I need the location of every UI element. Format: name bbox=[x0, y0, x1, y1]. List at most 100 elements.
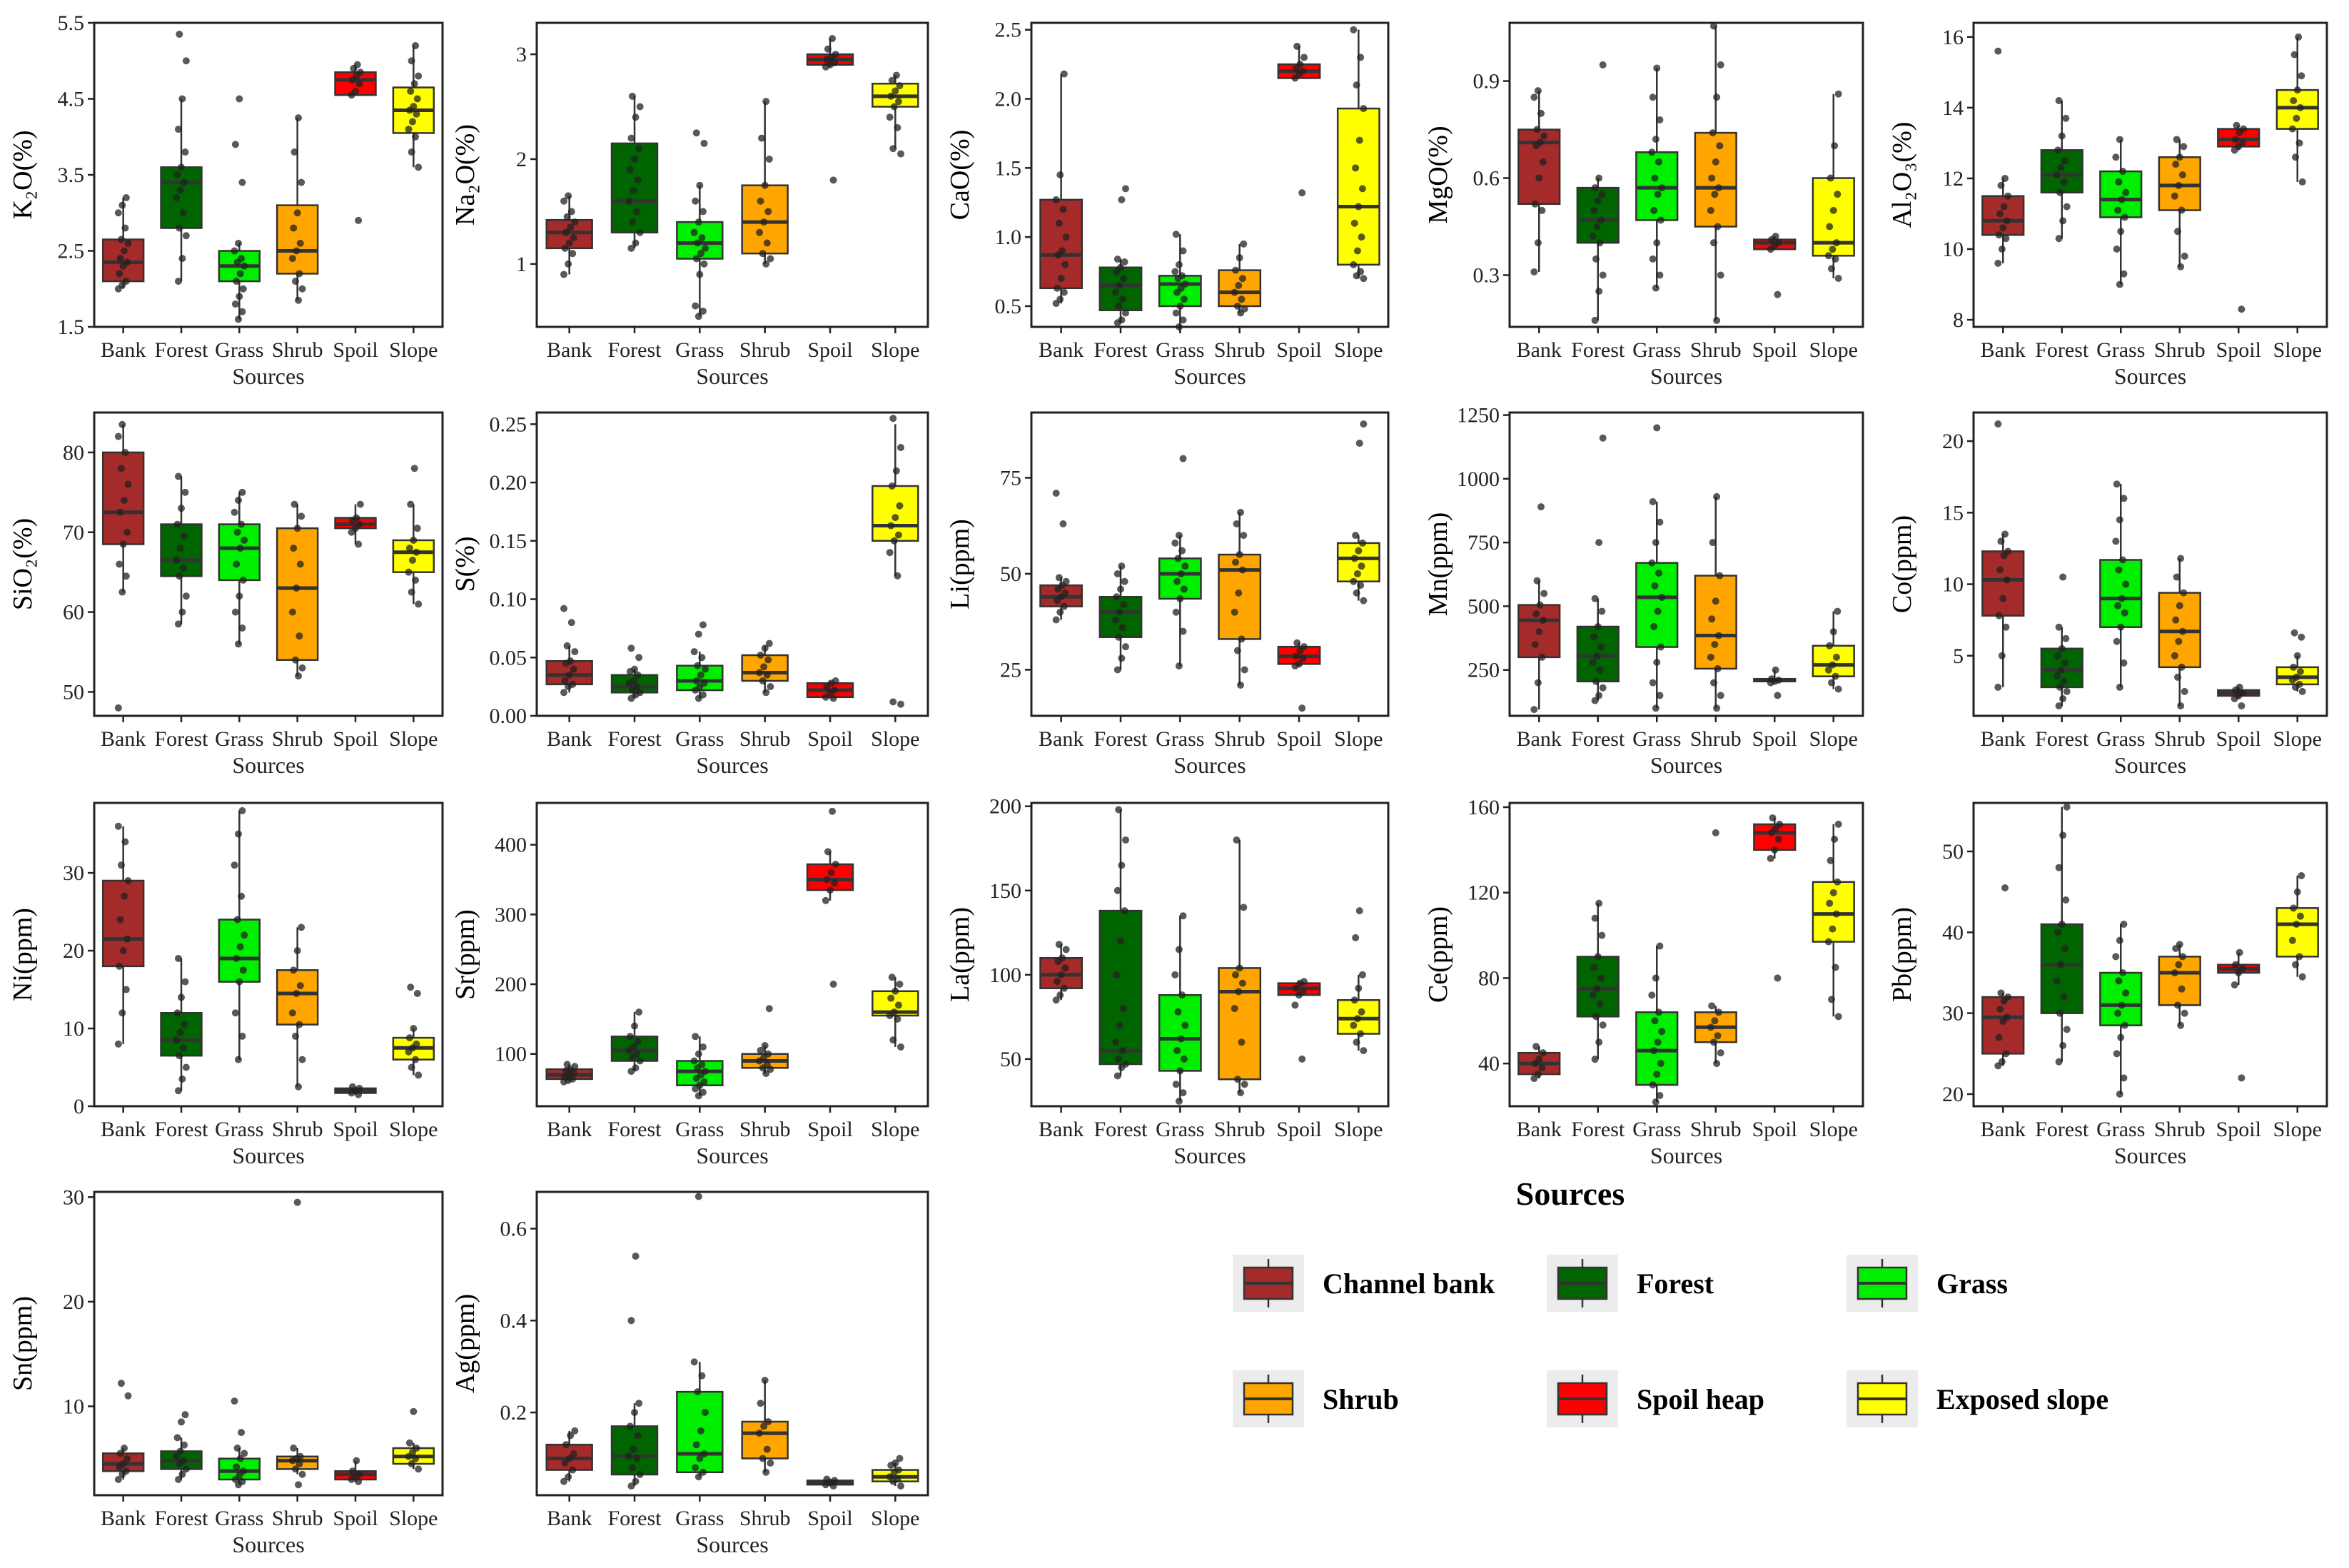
data-point bbox=[2055, 864, 2063, 871]
data-point bbox=[413, 1040, 420, 1048]
y-axis-label: Co(ppm) bbox=[1887, 515, 1917, 613]
data-point bbox=[626, 1033, 634, 1041]
box-spoil bbox=[334, 61, 377, 224]
panel-na2o: 1 2 3 Na₂O(%) Bank Forest Grass Shrub Spoil Slope… bbox=[450, 21, 929, 389]
y-axis-label: Pb(ppm) bbox=[1887, 907, 1917, 1002]
box-iqr bbox=[872, 485, 919, 542]
box-spoil bbox=[1277, 639, 1321, 712]
data-point bbox=[1829, 628, 1837, 636]
data-point bbox=[413, 1445, 420, 1452]
data-point bbox=[827, 886, 834, 894]
data-point bbox=[2173, 136, 2181, 143]
data-point bbox=[2112, 537, 2120, 545]
data-point bbox=[2057, 961, 2065, 968]
data-point bbox=[635, 654, 643, 662]
box-spoil bbox=[1753, 814, 1797, 982]
data-point bbox=[832, 51, 839, 59]
data-point bbox=[632, 1064, 640, 1072]
data-point bbox=[1236, 964, 1243, 972]
data-point bbox=[1175, 532, 1183, 540]
box-forest bbox=[1098, 806, 1143, 1080]
box-forest bbox=[160, 954, 203, 1095]
data-point bbox=[123, 528, 131, 536]
data-point bbox=[238, 806, 246, 814]
y-tick-label: 100 bbox=[989, 963, 1021, 987]
data-point bbox=[1121, 577, 1128, 585]
data-point bbox=[700, 260, 708, 268]
data-point bbox=[886, 113, 894, 121]
data-point bbox=[2114, 206, 2122, 214]
data-point bbox=[571, 1427, 579, 1435]
data-point bbox=[116, 560, 123, 568]
data-point bbox=[1713, 704, 1721, 712]
data-point bbox=[415, 72, 423, 80]
data-point bbox=[2238, 702, 2246, 709]
data-point bbox=[2062, 896, 2070, 904]
y-tick-label: 70 bbox=[63, 521, 84, 545]
box-iqr bbox=[2040, 149, 2083, 194]
panel-sio2: 50 60 70 80 SiO₂(%) Bank Forest Grass Shrub Spoil… bbox=[8, 411, 444, 778]
data-point bbox=[767, 1459, 774, 1467]
data-point bbox=[1827, 174, 1834, 182]
data-point bbox=[1052, 196, 1060, 203]
x-tick-label: Shrub bbox=[272, 338, 323, 362]
data-point bbox=[1714, 184, 1722, 192]
data-point bbox=[123, 258, 131, 266]
box-spoil bbox=[806, 1475, 854, 1490]
data-point bbox=[182, 232, 190, 240]
x-tick-label: Grass bbox=[675, 727, 724, 751]
data-point bbox=[1995, 1033, 2003, 1041]
data-point bbox=[238, 892, 246, 900]
data-point bbox=[2121, 609, 2128, 617]
data-point bbox=[563, 642, 571, 649]
box-slope bbox=[392, 983, 435, 1079]
data-point bbox=[1350, 219, 1358, 227]
data-point bbox=[2238, 305, 2246, 313]
data-point bbox=[1534, 1071, 1542, 1078]
data-point bbox=[2175, 961, 2183, 968]
y-tick-label: 80 bbox=[1478, 966, 1500, 990]
data-point bbox=[2296, 103, 2304, 111]
data-point bbox=[1231, 288, 1238, 296]
y-tick-label: 1.0 bbox=[995, 226, 1022, 249]
data-point bbox=[757, 1046, 764, 1054]
y-tick-label: 150 bbox=[989, 879, 1021, 903]
data-point bbox=[296, 982, 304, 990]
data-point bbox=[1113, 570, 1121, 577]
data-point bbox=[181, 488, 189, 496]
data-point bbox=[1995, 231, 2003, 239]
data-point bbox=[1827, 679, 1835, 687]
data-point bbox=[698, 654, 706, 662]
x-tick-label: Forest bbox=[1094, 338, 1148, 362]
data-point bbox=[356, 69, 364, 76]
x-tick-label: Shrub bbox=[739, 1118, 791, 1141]
x-tick-label: Shrub bbox=[272, 727, 323, 751]
data-point bbox=[697, 250, 704, 258]
data-point bbox=[123, 935, 131, 943]
data-point bbox=[117, 861, 125, 869]
data-point bbox=[1540, 132, 1548, 140]
data-point bbox=[625, 197, 633, 205]
box-iqr bbox=[276, 527, 319, 661]
data-point bbox=[897, 444, 905, 452]
data-point bbox=[633, 1050, 641, 1058]
data-point bbox=[759, 1455, 767, 1462]
x-tick-label: Bank bbox=[1517, 338, 1562, 362]
box-forest bbox=[2040, 803, 2083, 1066]
data-point bbox=[181, 532, 188, 540]
data-point bbox=[236, 1455, 244, 1462]
data-point bbox=[2298, 178, 2306, 186]
data-point bbox=[1117, 585, 1124, 593]
data-point bbox=[1591, 697, 1599, 704]
data-point bbox=[1594, 953, 1602, 961]
data-point bbox=[412, 1056, 420, 1063]
x-tick-label: Shrub bbox=[1214, 1118, 1266, 1141]
data-point bbox=[2003, 217, 2011, 225]
y-tick-label: 5.5 bbox=[58, 11, 85, 35]
data-point bbox=[822, 896, 829, 904]
data-point bbox=[1716, 142, 1724, 150]
data-point bbox=[755, 669, 763, 677]
box-grass bbox=[676, 621, 724, 702]
box-shrub bbox=[1694, 829, 1737, 1068]
data-point bbox=[2059, 573, 2067, 581]
